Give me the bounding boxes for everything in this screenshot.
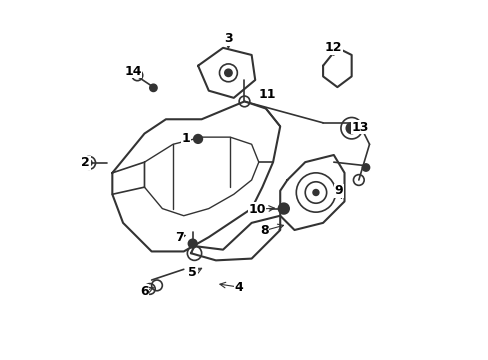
Text: 14: 14: [124, 64, 142, 77]
Text: 8: 8: [259, 224, 268, 237]
Circle shape: [86, 160, 92, 166]
Text: 1: 1: [181, 132, 189, 145]
Text: 4: 4: [234, 281, 243, 294]
Text: 11: 11: [259, 88, 276, 101]
Circle shape: [312, 190, 318, 195]
Text: 13: 13: [351, 121, 368, 134]
Circle shape: [224, 69, 231, 76]
Text: 6: 6: [140, 285, 148, 298]
Circle shape: [278, 203, 288, 214]
Circle shape: [188, 239, 197, 248]
Text: 12: 12: [325, 41, 342, 54]
Text: 2: 2: [81, 156, 90, 169]
Text: 10: 10: [248, 203, 265, 216]
Circle shape: [346, 123, 356, 134]
Text: 7: 7: [175, 231, 183, 244]
Circle shape: [362, 164, 369, 171]
Text: 5: 5: [188, 266, 197, 279]
Text: 9: 9: [334, 184, 343, 197]
Circle shape: [149, 84, 157, 91]
Circle shape: [193, 135, 202, 143]
Text: 3: 3: [224, 32, 232, 45]
